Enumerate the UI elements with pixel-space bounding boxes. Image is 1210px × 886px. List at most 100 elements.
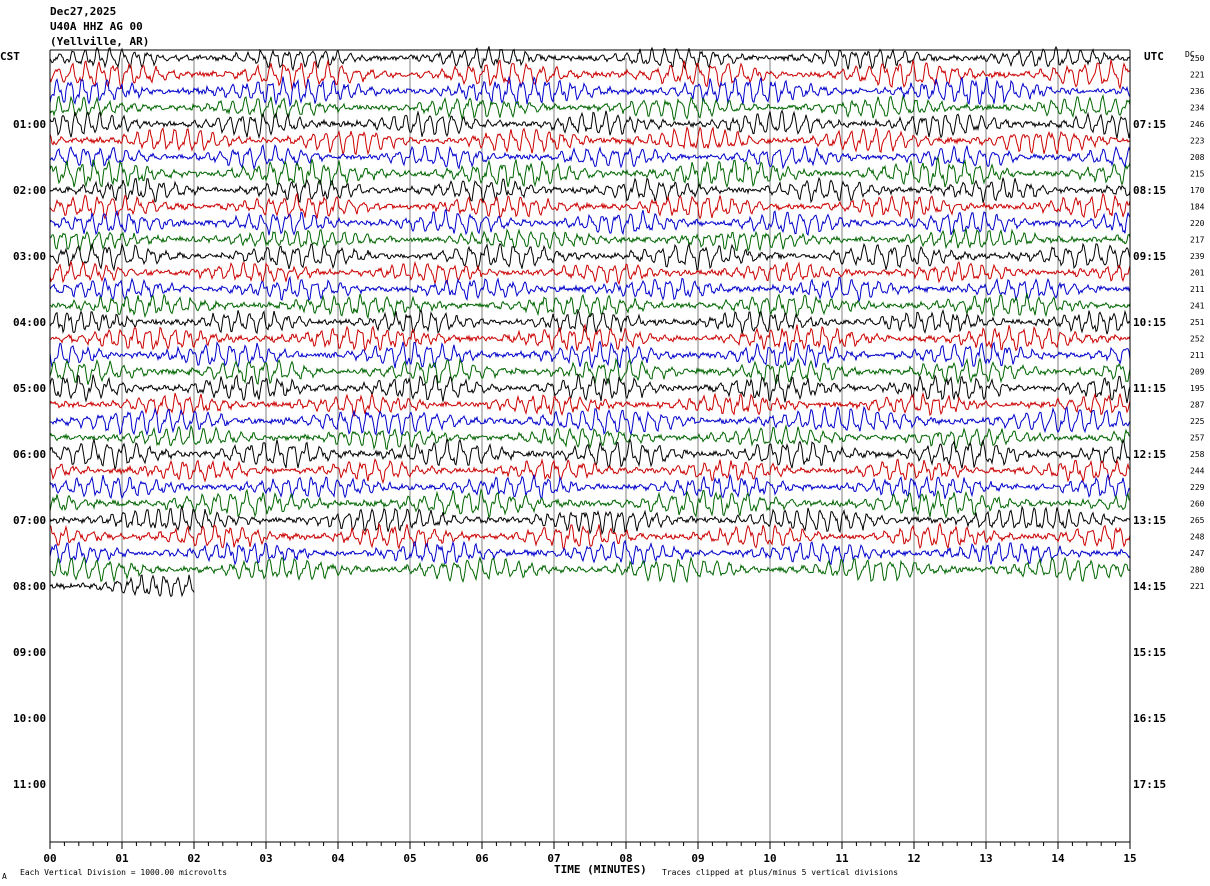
dc-offset-label: 241 xyxy=(1190,302,1205,311)
seismic-trace xyxy=(49,125,1131,157)
x-tick-label: 11 xyxy=(835,852,849,865)
right-hour-label: 16:15 xyxy=(1133,712,1166,725)
dc-header-label: DC xyxy=(1185,50,1195,59)
seismic-trace xyxy=(49,473,1131,500)
clip-note: Traces clipped at plus/minus 5 vertical … xyxy=(662,868,899,877)
x-tick-label: 12 xyxy=(907,852,920,865)
dc-offset-label: 280 xyxy=(1190,566,1205,575)
seismic-trace xyxy=(49,458,1131,485)
left-hour-label: 03:00 xyxy=(13,250,46,263)
dc-offset-label: 287 xyxy=(1190,401,1205,410)
dc-offset-label: 234 xyxy=(1190,104,1205,113)
seismic-trace xyxy=(49,574,195,598)
dc-offset-label: 250 xyxy=(1190,54,1205,63)
seismic-trace xyxy=(49,260,1131,286)
dc-offset-label: 257 xyxy=(1190,434,1205,443)
x-tick-label: 15 xyxy=(1123,852,1136,865)
dc-offset-label: 223 xyxy=(1190,137,1205,146)
dc-offset-label: 217 xyxy=(1190,236,1205,245)
dc-offset-label: 184 xyxy=(1190,203,1205,212)
right-hour-label: 09:15 xyxy=(1133,250,1166,263)
x-tick-label: 00 xyxy=(43,852,56,865)
seismic-trace xyxy=(49,555,1131,584)
x-tick-label: 01 xyxy=(115,852,129,865)
header-location: (Yellville, AR) xyxy=(50,35,150,48)
right-hour-label: 10:15 xyxy=(1133,316,1166,329)
left-hour-label: 09:00 xyxy=(13,646,46,659)
x-tick-label: 05 xyxy=(403,852,416,865)
right-hour-label: 13:15 xyxy=(1133,514,1166,527)
seismic-trace xyxy=(49,539,1131,566)
right-hour-label: 15:15 xyxy=(1133,646,1166,659)
right-hour-label: 11:15 xyxy=(1133,382,1166,395)
x-tick-label: 07 xyxy=(547,852,560,865)
dc-offset-label: 221 xyxy=(1190,71,1205,80)
seismic-trace xyxy=(49,340,1131,370)
seismic-trace xyxy=(49,93,1131,122)
dc-offset-label: 236 xyxy=(1190,87,1205,96)
left-hour-label: 06:00 xyxy=(13,448,46,461)
seismic-trace xyxy=(49,208,1131,236)
dc-offset-label: 247 xyxy=(1190,549,1205,558)
seismic-trace xyxy=(49,504,1131,536)
x-tick-label: 13 xyxy=(979,852,992,865)
seismic-trace xyxy=(49,275,1131,304)
dc-offset-label: 239 xyxy=(1190,252,1205,261)
dc-offset-label: 265 xyxy=(1190,516,1205,525)
seismic-trace xyxy=(49,293,1131,320)
dc-offset-label: 170 xyxy=(1190,186,1205,195)
right-hour-label: 17:15 xyxy=(1133,778,1166,791)
right-timezone-label: UTC xyxy=(1144,50,1164,63)
x-tick-label: 08 xyxy=(619,852,632,865)
seismic-trace xyxy=(49,488,1131,520)
dc-offset-label: 252 xyxy=(1190,335,1205,344)
dc-offset-label: 248 xyxy=(1190,533,1205,542)
x-tick-label: 02 xyxy=(187,852,200,865)
dc-offset-label: 260 xyxy=(1190,500,1205,509)
dc-offset-label: 229 xyxy=(1190,483,1205,492)
grid-lines xyxy=(49,58,1131,842)
dc-offset-label: 244 xyxy=(1190,467,1205,476)
corner-mark: A xyxy=(2,872,7,881)
left-hour-label: 05:00 xyxy=(13,382,46,395)
seismic-trace xyxy=(49,391,1131,418)
seismic-trace xyxy=(49,59,1131,91)
seismic-trace xyxy=(49,522,1131,551)
seismic-trace xyxy=(49,176,1131,204)
right-hour-label: 14:15 xyxy=(1133,580,1166,593)
seismic-trace xyxy=(49,373,1131,404)
dc-offset-label: 251 xyxy=(1190,318,1205,327)
left-hour-label: 08:00 xyxy=(13,580,46,593)
dc-offset-label: 201 xyxy=(1190,269,1205,278)
seismic-trace xyxy=(49,109,1131,140)
seismic-trace xyxy=(49,323,1131,353)
dc-offset-label: 208 xyxy=(1190,153,1205,162)
division-note: Each Vertical Division = 1000.00 microvo… xyxy=(20,868,228,877)
seismic-trace xyxy=(49,75,1131,108)
dc-offset-label: 195 xyxy=(1190,384,1205,393)
left-hour-label: 11:00 xyxy=(13,778,46,791)
left-timezone-label: CST xyxy=(0,50,20,63)
x-tick-label: 09 xyxy=(691,852,704,865)
axis-labels: 250 221 236 234 246 223 208 215 170 184 220 217 239 2… xyxy=(13,54,1205,865)
dc-offset-label: 211 xyxy=(1190,285,1205,294)
seismic-trace xyxy=(49,45,1131,72)
dc-offset-label: 209 xyxy=(1190,368,1205,377)
left-hour-label: 01:00 xyxy=(13,118,46,131)
left-hour-label: 10:00 xyxy=(13,712,46,725)
dc-offset-label: 215 xyxy=(1190,170,1205,179)
seismic-trace xyxy=(49,405,1131,437)
dc-offset-label: 220 xyxy=(1190,219,1205,228)
seismic-trace xyxy=(49,155,1131,190)
right-hour-label: 07:15 xyxy=(1133,118,1166,131)
x-tick-label: 10 xyxy=(763,852,776,865)
seismic-trace xyxy=(49,357,1131,385)
left-hour-label: 04:00 xyxy=(13,316,46,329)
seismic-trace xyxy=(49,438,1131,472)
seismic-trace xyxy=(49,308,1131,335)
x-tick-label: 03 xyxy=(259,852,272,865)
dc-offset-label: 211 xyxy=(1190,351,1205,360)
left-hour-label: 02:00 xyxy=(13,184,46,197)
seismic-traces xyxy=(49,45,1131,598)
